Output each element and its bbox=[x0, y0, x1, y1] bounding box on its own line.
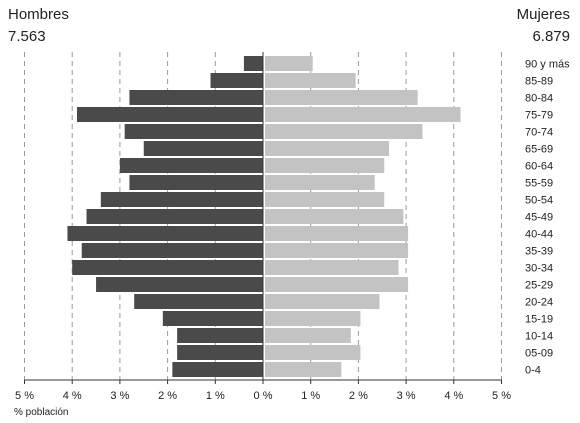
bar-women bbox=[265, 328, 351, 343]
bar-men bbox=[129, 175, 263, 190]
women-title: Mujeres bbox=[516, 6, 570, 23]
bar-women bbox=[265, 209, 404, 224]
age-label: 20-24 bbox=[525, 297, 553, 309]
bar-men bbox=[96, 277, 263, 292]
bar-women bbox=[265, 226, 409, 241]
x-axis: 5 % 4 % 3 % 2 % 1 % 0 % 1 % 2 % 3 % 4 % 5 % bbox=[15, 52, 511, 402]
men-title: Hombres bbox=[8, 6, 69, 23]
age-label: 85-89 bbox=[525, 76, 553, 88]
age-label: 35-39 bbox=[525, 246, 553, 258]
age-label: 65-69 bbox=[525, 144, 553, 156]
bar-women bbox=[265, 90, 418, 105]
bar-women bbox=[265, 362, 342, 377]
bar-women bbox=[265, 294, 380, 309]
bar-men bbox=[81, 243, 264, 258]
bar-women bbox=[265, 243, 409, 258]
bar-women bbox=[265, 124, 423, 139]
bar-women bbox=[265, 158, 385, 173]
x-tick-label: 2 % bbox=[158, 390, 177, 402]
age-label: 50-54 bbox=[525, 195, 553, 207]
age-group-labels: 0-4 05-09 10-14 15-19 20-24 25-29 30-34 35-39 40… bbox=[525, 59, 570, 377]
x-tick-label: 3 % bbox=[397, 390, 416, 402]
x-tick-label: 1 % bbox=[206, 390, 225, 402]
bar-women bbox=[265, 345, 361, 360]
bar-men bbox=[119, 158, 264, 173]
age-label: 45-49 bbox=[525, 212, 553, 224]
bar-men bbox=[177, 345, 263, 360]
bar-men bbox=[72, 260, 263, 275]
bar-women bbox=[265, 192, 385, 207]
bar-men bbox=[143, 141, 263, 156]
x-tick-label: 3 % bbox=[110, 390, 129, 402]
bar-women bbox=[265, 311, 361, 326]
bar-men bbox=[172, 362, 263, 377]
x-tick-label: 5 % bbox=[15, 390, 34, 402]
bar-women bbox=[265, 56, 313, 71]
bar-women bbox=[265, 141, 390, 156]
bar-men bbox=[76, 107, 263, 122]
bar-men bbox=[129, 90, 263, 105]
age-label: 40-44 bbox=[525, 229, 553, 241]
x-tick-label: 4 % bbox=[444, 390, 463, 402]
men-series bbox=[67, 56, 264, 377]
age-label: 15-19 bbox=[525, 314, 553, 326]
age-label: 25-29 bbox=[525, 280, 553, 292]
age-label: 60-64 bbox=[525, 161, 553, 173]
bar-women bbox=[265, 277, 409, 292]
bar-men bbox=[162, 311, 263, 326]
age-label: 30-34 bbox=[525, 263, 553, 275]
x-tick-label: 0 % bbox=[254, 390, 273, 402]
bar-women bbox=[265, 260, 399, 275]
women-series bbox=[265, 56, 461, 377]
bar-men bbox=[243, 56, 263, 71]
bar-men bbox=[67, 226, 264, 241]
age-label: 05-09 bbox=[525, 348, 553, 360]
age-label: 70-74 bbox=[525, 127, 553, 139]
x-tick-label: 4 % bbox=[63, 390, 82, 402]
age-label: 80-84 bbox=[525, 93, 553, 105]
bar-men bbox=[124, 124, 263, 139]
bar-women bbox=[265, 107, 461, 122]
age-label: 0-4 bbox=[525, 365, 541, 377]
age-label: 55-59 bbox=[525, 178, 553, 190]
x-axis-label: % población bbox=[14, 407, 68, 418]
x-tick-label: 5 % bbox=[492, 390, 511, 402]
age-label: 75-79 bbox=[525, 110, 553, 122]
bar-men bbox=[134, 294, 263, 309]
bar-women bbox=[265, 73, 356, 88]
x-tick-label: 2 % bbox=[349, 390, 368, 402]
women-total: 6.879 bbox=[532, 28, 570, 45]
age-label: 90 y más bbox=[525, 59, 570, 71]
bar-men bbox=[210, 73, 263, 88]
bar-men bbox=[177, 328, 263, 343]
men-total: 7.563 bbox=[8, 28, 46, 45]
bar-men bbox=[86, 209, 263, 224]
x-tick-label: 1 % bbox=[301, 390, 320, 402]
bar-women bbox=[265, 175, 375, 190]
age-label: 10-14 bbox=[525, 331, 553, 343]
bar-men bbox=[100, 192, 263, 207]
